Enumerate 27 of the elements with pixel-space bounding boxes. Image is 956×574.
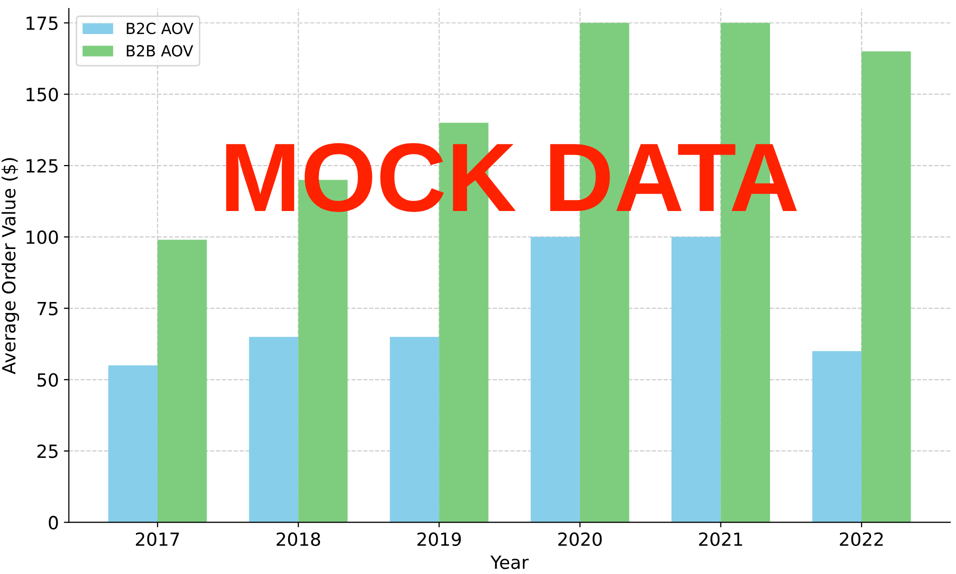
x-tick-label: 2021: [699, 532, 742, 546]
y-tick-label: 0: [48, 516, 58, 530]
bar: [862, 51, 911, 522]
y-tick-label: 50: [38, 373, 58, 387]
y-tick-label: 175: [26, 16, 58, 30]
bar: [390, 336, 440, 522]
bar: [530, 236, 580, 522]
x-tick-label: 2022: [840, 532, 883, 546]
y-axis-title: Average Order Value ($): [2, 158, 20, 374]
bar: [158, 240, 207, 522]
y-tick-label: 125: [26, 159, 58, 173]
bar: [249, 336, 298, 522]
bar: [812, 351, 862, 522]
x-tick-label: 2020: [558, 532, 602, 546]
legend-label: B2B AOV: [126, 45, 194, 57]
x-axis-title: Year: [490, 556, 529, 570]
y-tick-label: 25: [37, 444, 58, 458]
legend-label: B2C AOV: [126, 22, 194, 34]
y-tick-label: 150: [26, 88, 58, 102]
bar: [671, 236, 721, 522]
x-tick-label: 2018: [276, 532, 320, 546]
y-tick-label: 100: [26, 230, 58, 244]
x-tick-label: 2019: [417, 532, 461, 546]
x-tick-label: 2017: [136, 532, 179, 546]
annotation: MOCK DATA: [226, 143, 797, 212]
bar: [108, 365, 158, 522]
y-tick-label: 75: [38, 302, 58, 316]
